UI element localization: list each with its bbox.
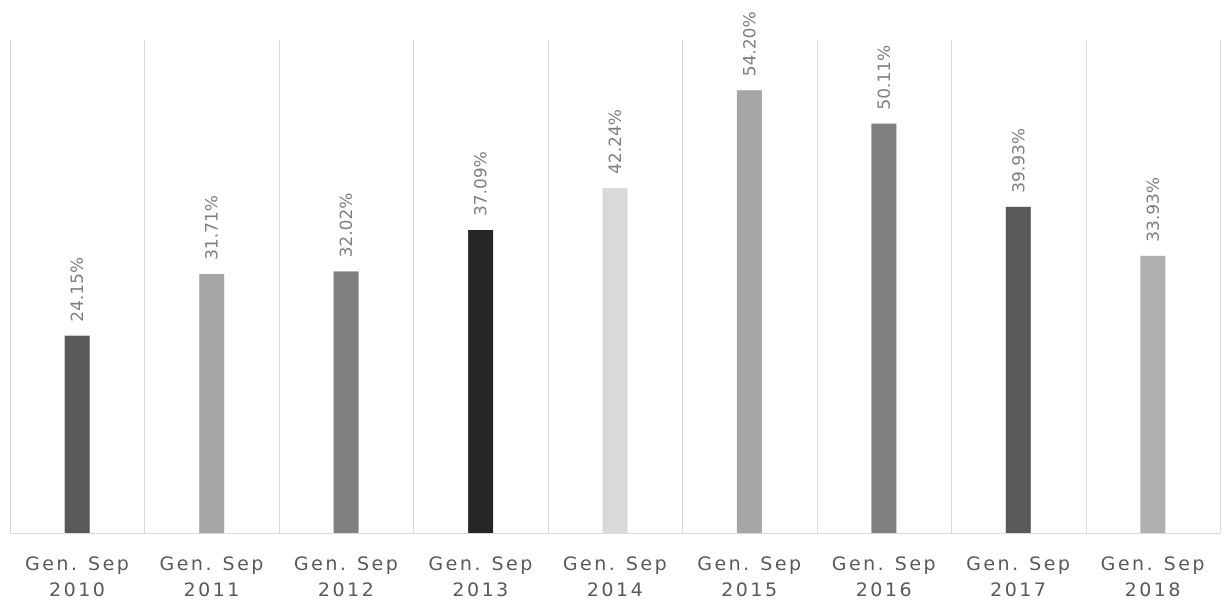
bar (1005, 206, 1031, 534)
x-tick-label: 2015 (721, 579, 779, 601)
bar (871, 123, 897, 533)
data-label: 31.71% (203, 195, 223, 260)
x-tick-label: Gen. Sep (25, 553, 131, 575)
bar (468, 230, 494, 533)
bars-group (64, 90, 1166, 534)
x-tick-label: Gen. Sep (294, 553, 400, 575)
x-tick-label: 2014 (587, 579, 645, 601)
x-tick-label: 2012 (318, 579, 376, 601)
bar (333, 271, 359, 533)
data-label: 32.02% (337, 193, 357, 258)
x-tick-label: 2010 (49, 579, 107, 601)
data-labels-group: 24.15% 31.71% 32.02% 37.09% 42.24% 54.20% 50.1… (68, 11, 1164, 321)
bar (1140, 255, 1166, 534)
data-label: 24.15% (68, 257, 88, 322)
data-label: 54.20% (740, 11, 760, 76)
x-tick-label: 2016 (856, 579, 914, 601)
x-axis-tick-labels: Gen. Sep 2010 Gen. Sep 2011 Gen. Sep 2012 Gen.… (25, 553, 1207, 601)
bar (64, 335, 90, 533)
x-tick-label: Gen. Sep (832, 553, 938, 575)
data-label: 39.93% (1009, 128, 1029, 193)
x-tick-label: Gen. Sep (160, 553, 266, 575)
x-tick-label: Gen. Sep (966, 553, 1072, 575)
data-label: 33.93% (1144, 177, 1164, 242)
x-tick-label: Gen. Sep (428, 553, 534, 575)
x-tick-label: Gen. Sep (563, 553, 669, 575)
bar (199, 273, 225, 533)
x-tick-label: 2017 (990, 579, 1048, 601)
data-label: 50.11% (875, 45, 895, 110)
bar (736, 90, 762, 533)
x-tick-label: 2011 (184, 579, 242, 601)
x-tick-label: Gen. Sep (1101, 553, 1207, 575)
category-gridlines (10, 40, 1221, 533)
x-tick-label: 2018 (1125, 579, 1183, 601)
x-tick-label: Gen. Sep (697, 553, 803, 575)
x-tick-label: 2013 (452, 579, 510, 601)
data-label: 42.24% (606, 109, 626, 174)
bar (602, 187, 628, 533)
data-label: 37.09% (472, 151, 492, 216)
